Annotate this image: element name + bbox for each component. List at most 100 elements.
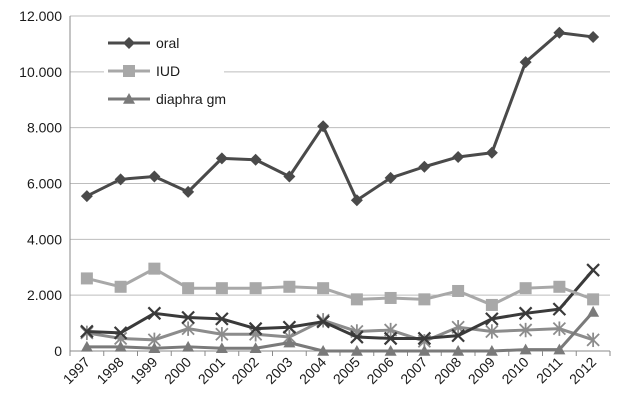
x-tick-label: 1997: [60, 354, 93, 387]
data-point: [384, 171, 397, 184]
x-tick-label: 2005: [330, 354, 363, 387]
data-point: [587, 293, 600, 306]
data-point: [587, 30, 600, 43]
data-point: [485, 324, 499, 339]
legend-marker: [123, 37, 135, 49]
data-point: [148, 342, 161, 354]
data-point: [350, 194, 363, 207]
data-point: [248, 321, 263, 336]
data-point: [519, 343, 532, 355]
legend-label: oral: [156, 35, 179, 51]
x-marker-stroke: [147, 306, 162, 321]
data-point: [148, 262, 161, 275]
data-point: [249, 153, 262, 166]
data-point: [485, 146, 498, 159]
x-marker-stroke: [451, 328, 465, 343]
data-point: [586, 332, 600, 348]
data-point: [283, 280, 296, 293]
data-point: [282, 320, 297, 335]
x-marker-stroke: [350, 330, 364, 344]
data-point: [114, 340, 127, 352]
data-point: [417, 331, 432, 346]
data-point: [317, 120, 330, 133]
x-marker-stroke: [113, 326, 128, 340]
data-point: [283, 170, 296, 183]
data-point: [182, 282, 195, 295]
data-point: [80, 324, 94, 339]
x-tick-label: 2007: [397, 354, 430, 387]
series-iud: [80, 262, 600, 311]
data-point: [519, 56, 532, 69]
data-point: [518, 322, 533, 338]
data-point: [147, 306, 162, 321]
data-point: [587, 305, 600, 317]
data-point: [317, 282, 330, 295]
data-point: [384, 291, 397, 304]
x-marker-stroke: [316, 314, 330, 329]
x-marker-stroke: [417, 331, 432, 346]
data-point: [215, 327, 229, 342]
data-point: [485, 312, 499, 326]
data-point: [215, 152, 228, 165]
x-tick-label: 2004: [296, 354, 329, 387]
legend-label: IUD: [156, 63, 180, 79]
data-point: [283, 336, 296, 348]
data-point: [113, 326, 128, 340]
data-point: [451, 328, 465, 343]
data-point: [316, 314, 330, 329]
series-layer: [80, 26, 600, 356]
data-point: [384, 345, 397, 356]
x-marker-stroke: [248, 321, 263, 336]
series-line: [86, 31, 594, 202]
y-tick-label: 0: [54, 343, 62, 359]
data-point: [518, 306, 533, 321]
x-tick-label: 2010: [498, 354, 531, 387]
y-tick-label: 10.000: [19, 64, 62, 80]
series-oral: [80, 26, 600, 207]
x-tick-label: 1998: [93, 354, 126, 387]
data-point: [452, 284, 465, 297]
legend-background: [104, 88, 224, 110]
legend-marker: [123, 65, 135, 77]
x-marker-stroke: [383, 331, 398, 346]
series-unlabeled-3: [80, 263, 600, 346]
data-point: [182, 185, 195, 198]
series-line: [86, 310, 595, 353]
x-marker-stroke: [485, 312, 499, 326]
legend-marker: [123, 93, 135, 104]
data-point: [181, 310, 195, 325]
data-point: [418, 345, 431, 356]
series-line: [86, 318, 594, 343]
y-tick-label: 8.000: [27, 120, 62, 136]
data-point: [553, 343, 566, 355]
y-tick-label: 2.000: [27, 287, 62, 303]
x-tick-label: 2000: [161, 354, 194, 387]
x-marker-stroke: [215, 312, 229, 326]
x-marker-stroke: [282, 320, 297, 335]
x-marker-stroke: [181, 310, 195, 325]
x-tick-label: 2012: [566, 354, 599, 387]
data-point: [418, 293, 431, 306]
data-point: [148, 170, 161, 183]
data-point: [350, 330, 364, 344]
data-point: [249, 282, 262, 295]
data-point: [350, 293, 363, 306]
legend-background: [104, 32, 224, 54]
data-point: [519, 282, 532, 295]
data-point: [317, 345, 330, 356]
data-point: [215, 282, 228, 295]
x-tick-label: 2002: [228, 354, 261, 387]
y-tick-label: 4.000: [27, 231, 62, 247]
y-tick-label: 12.000: [19, 8, 62, 24]
x-axis-tick-labels: 1997 1998 1999 2000 2001 2002 2003 2004 2005 2006…: [60, 354, 600, 387]
data-point: [485, 298, 498, 311]
data-point: [383, 331, 398, 346]
series-line: [86, 267, 594, 307]
data-point: [552, 321, 567, 336]
data-point: [452, 345, 465, 356]
data-point: [80, 190, 93, 203]
data-point: [553, 26, 566, 39]
x-marker-stroke: [552, 302, 567, 316]
x-tick-label: 2009: [465, 354, 498, 387]
